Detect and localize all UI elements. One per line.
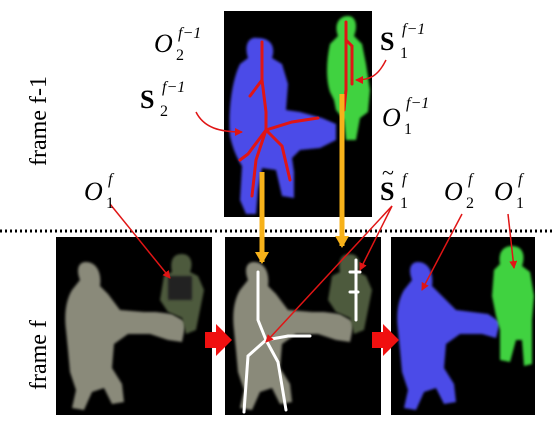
svg-text:O: O <box>154 29 173 58</box>
svg-text:S: S <box>380 27 394 56</box>
row-label-prev: frame f-1 <box>26 76 52 166</box>
svg-text:O: O <box>444 177 463 206</box>
label-O2-prev: O 2 f−1 <box>154 25 201 64</box>
svg-text:f: f <box>468 171 475 188</box>
panel-frame-prev <box>224 11 372 217</box>
svg-text:f−1: f−1 <box>178 25 201 42</box>
svg-text:f: f <box>402 171 409 188</box>
svg-text:f: f <box>108 171 115 188</box>
svg-text:f−1: f−1 <box>162 79 185 96</box>
skeleton-prev-object1 <box>342 20 354 112</box>
object1-silhouette-cur <box>492 246 534 366</box>
skeleton-cur-object1 <box>348 258 362 322</box>
track-arrows <box>255 94 349 264</box>
svg-text:2: 2 <box>176 47 184 64</box>
person-left-mid <box>233 262 354 410</box>
label-O1-cur-right: O 1 f <box>494 171 525 212</box>
label-S1-prev: S 1 f−1 <box>380 21 425 62</box>
dark-shirt <box>168 276 192 300</box>
tilde-mark: ~ <box>382 160 394 185</box>
label-S2-prev: S 2 f−1 <box>140 79 185 120</box>
label-O1-cur-left: O 1 f <box>84 171 115 212</box>
person-left-raw <box>65 262 186 410</box>
svg-text:2: 2 <box>160 103 168 120</box>
svg-text:O: O <box>84 177 103 206</box>
row-label-cur: frame f <box>26 320 52 390</box>
skeleton-prev-object2 <box>238 40 320 198</box>
svg-text:f−1: f−1 <box>402 21 425 38</box>
svg-text:f: f <box>518 171 525 188</box>
pointer-arrows <box>109 59 518 343</box>
pointer-S2-prev <box>195 111 243 136</box>
svg-text:O: O <box>494 177 513 206</box>
panel-frame-cur-skeleton <box>225 237 381 415</box>
object1-silhouette-prev <box>327 16 370 140</box>
svg-text:O: O <box>382 103 401 132</box>
pointer-S1-prev <box>355 59 387 84</box>
person-right-mid <box>328 254 372 334</box>
svg-text:2: 2 <box>466 195 474 212</box>
step-arrow-2 <box>372 324 399 356</box>
svg-text:1: 1 <box>516 195 524 212</box>
object2-silhouette-cur <box>397 262 500 410</box>
pointer-O2-cur <box>421 213 463 291</box>
panel-frame-cur-raw <box>56 237 212 415</box>
svg-text:f−1: f−1 <box>406 95 429 112</box>
pointer-S1-tilde-b <box>359 205 393 271</box>
step-arrow-1 <box>205 324 232 356</box>
pointer-S1-tilde-a <box>265 205 393 343</box>
pointer-O1-cur <box>507 213 518 269</box>
svg-text:1: 1 <box>400 195 408 212</box>
svg-text:1: 1 <box>404 121 412 138</box>
pointer-O1-left <box>109 203 171 279</box>
svg-text:1: 1 <box>106 195 114 212</box>
svg-text:S: S <box>140 85 154 114</box>
label-O1-prev: O 1 f−1 <box>382 95 429 138</box>
label-O2-cur: O 2 f <box>444 171 475 212</box>
svg-text:1: 1 <box>400 45 408 62</box>
svg-text:S: S <box>380 177 394 206</box>
label-S1-tilde: S ~ 1 f <box>380 160 409 212</box>
